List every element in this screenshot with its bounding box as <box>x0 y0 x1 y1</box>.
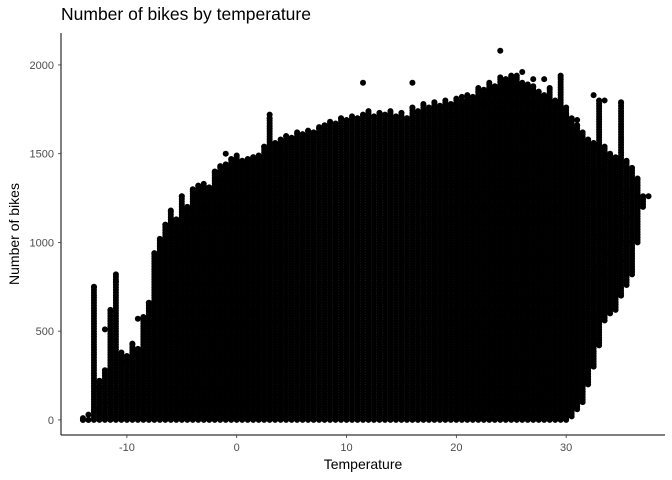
data-point <box>156 235 163 242</box>
data-point <box>305 127 312 134</box>
data-point <box>343 116 350 123</box>
data-point <box>250 154 257 161</box>
data-point <box>167 207 174 214</box>
data-point <box>90 283 97 290</box>
data-point <box>184 203 191 210</box>
data-point <box>195 182 202 189</box>
data-point <box>217 163 224 170</box>
data-point <box>123 353 130 360</box>
data-point <box>288 134 295 141</box>
data-point <box>145 299 152 306</box>
data-point <box>206 184 213 191</box>
data-point <box>211 168 218 175</box>
data-point <box>255 152 262 159</box>
data-point <box>118 349 125 356</box>
data-point <box>332 120 339 127</box>
data-point <box>360 111 366 118</box>
data-point <box>294 129 301 136</box>
data-point <box>310 129 317 136</box>
data-point <box>244 156 251 163</box>
data-point <box>112 271 119 278</box>
data-point <box>261 143 268 150</box>
data-point <box>239 157 246 164</box>
data-point <box>107 306 114 313</box>
data-point <box>162 221 169 228</box>
data-point <box>96 377 103 384</box>
data-point <box>222 161 229 168</box>
data-point <box>354 115 361 122</box>
data-point <box>85 416 92 423</box>
data-point <box>134 345 141 352</box>
data-point <box>299 131 306 138</box>
data-point <box>233 152 240 159</box>
data-point <box>140 313 147 320</box>
data-point <box>376 109 383 116</box>
data-point <box>228 156 235 163</box>
data-point <box>151 250 158 257</box>
data-point <box>272 140 279 147</box>
data-point <box>349 113 356 120</box>
data-point <box>327 118 334 125</box>
data-point <box>316 124 323 131</box>
data-point <box>338 115 345 122</box>
chart-title: Number of bikes by temperature <box>61 4 311 24</box>
data-point <box>321 122 328 129</box>
data-points <box>79 47 652 423</box>
data-point <box>277 136 284 143</box>
data-point <box>200 180 207 187</box>
data-point <box>283 132 290 139</box>
data-point <box>129 340 136 347</box>
data-point <box>381 111 388 118</box>
data-point <box>189 186 196 193</box>
data-point <box>370 113 377 120</box>
data-point <box>365 108 372 115</box>
data-point <box>173 216 180 223</box>
data-point <box>101 367 108 374</box>
data-point <box>387 108 394 115</box>
data-point <box>178 193 185 200</box>
